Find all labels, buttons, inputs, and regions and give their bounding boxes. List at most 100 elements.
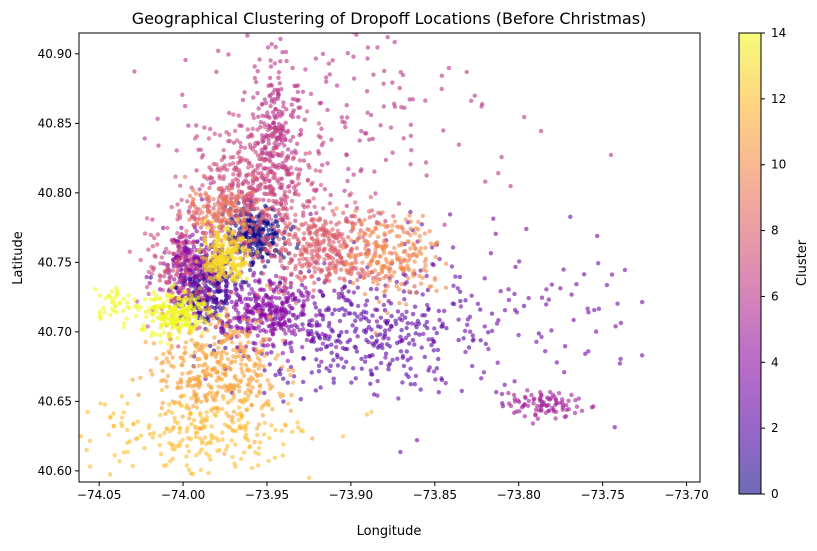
data-point-cluster-6: [393, 40, 397, 44]
data-point-cluster-4: [278, 317, 282, 321]
data-point-cluster-9: [235, 199, 239, 203]
data-point-cluster-10: [359, 221, 363, 225]
data-point-cluster-8: [295, 274, 299, 278]
data-point-cluster-14: [176, 318, 180, 322]
data-point-cluster-7: [284, 165, 288, 169]
y-tick-label: 40.85: [38, 116, 72, 130]
data-point-cluster-8: [337, 252, 341, 256]
data-point-cluster-12: [255, 433, 259, 437]
data-point-cluster-6: [408, 162, 412, 166]
data-point-cluster-8: [355, 246, 359, 250]
data-point-cluster-7: [192, 240, 196, 244]
data-point-cluster-11: [216, 351, 220, 355]
data-point-cluster-2: [273, 373, 277, 377]
data-point-cluster-12: [185, 463, 189, 467]
data-point-cluster-10: [413, 259, 417, 263]
data-point-cluster-13: [235, 248, 239, 252]
data-point-cluster-3: [432, 340, 436, 344]
data-point-cluster-7: [173, 175, 177, 179]
data-point-cluster-3: [489, 251, 493, 255]
data-point-cluster-2: [331, 329, 335, 333]
data-point-cluster-6: [398, 86, 402, 90]
data-point-cluster-14: [114, 286, 118, 290]
data-point-cluster-7: [251, 127, 255, 131]
data-point-cluster-3: [322, 261, 326, 265]
data-point-cluster-6: [409, 123, 413, 127]
data-point-cluster-6: [274, 45, 278, 49]
data-point-cluster-3: [494, 390, 498, 394]
data-point-cluster-6: [276, 88, 280, 92]
data-point-cluster-13: [231, 260, 235, 264]
data-point-cluster-12: [177, 430, 181, 434]
data-point-cluster-2: [432, 348, 436, 352]
data-point-cluster-12: [171, 457, 175, 461]
data-point-cluster-9: [217, 202, 221, 206]
data-point-cluster-14: [194, 345, 198, 349]
x-tick-label: −74.00: [161, 488, 205, 502]
data-point-cluster-14: [125, 305, 129, 309]
data-point-cluster-2: [299, 397, 303, 401]
data-point-cluster-7: [280, 151, 284, 155]
data-point-cluster-13: [232, 274, 236, 278]
data-point-cluster-9: [206, 221, 210, 225]
data-point-cluster-7: [277, 181, 281, 185]
data-point-cluster-2: [360, 367, 364, 371]
data-point-cluster-13: [248, 239, 252, 243]
data-point-cluster-8: [412, 284, 416, 288]
data-point-cluster-8: [302, 275, 306, 279]
data-point-cluster-6: [303, 67, 307, 71]
data-point-cluster-12: [341, 434, 345, 438]
data-point-cluster-2: [367, 325, 371, 329]
data-point-cluster-10: [408, 246, 412, 250]
data-point-cluster-3: [405, 280, 409, 284]
data-point-cluster-4: [273, 313, 277, 317]
data-point-cluster-10: [351, 281, 355, 285]
data-point-cluster-2: [432, 326, 436, 330]
data-point-cluster-11: [221, 339, 225, 343]
data-point-cluster-12: [85, 410, 89, 414]
data-point-cluster-12: [281, 442, 285, 446]
data-point-cluster-11: [217, 385, 221, 389]
data-point-cluster-6: [265, 110, 269, 114]
data-point-cluster-7: [312, 188, 316, 192]
data-point-cluster-4: [243, 312, 247, 316]
data-point-cluster-9: [230, 221, 234, 225]
data-point-cluster-11: [261, 337, 265, 341]
data-point-cluster-6: [260, 102, 264, 106]
data-point-cluster-9: [204, 193, 208, 197]
data-point-cluster-2: [423, 355, 427, 359]
data-point-cluster-4: [271, 342, 275, 346]
data-point-cluster-7: [231, 155, 235, 159]
data-point-cluster-12: [162, 431, 166, 435]
data-point-cluster-11: [260, 348, 264, 352]
data-point-cluster-2: [313, 301, 317, 305]
data-point-cluster-11: [218, 318, 222, 322]
data-point-cluster-2: [344, 360, 348, 364]
data-point-cluster-2: [314, 357, 318, 361]
data-point-cluster-10: [397, 301, 401, 305]
data-point-cluster-11: [176, 385, 180, 389]
data-point-cluster-6: [328, 72, 332, 76]
data-point-cluster-6: [345, 204, 349, 208]
data-point-cluster-10: [434, 241, 438, 245]
data-point-cluster-4: [289, 340, 293, 344]
data-point-cluster-7: [210, 176, 214, 180]
data-point-cluster-3: [363, 303, 367, 307]
data-point-cluster-1: [217, 305, 221, 309]
data-point-cluster-12: [258, 440, 262, 444]
data-point-cluster-6: [473, 94, 477, 98]
data-point-cluster-13: [210, 261, 214, 265]
data-point-cluster-2: [436, 357, 440, 361]
data-point-cluster-12: [195, 431, 199, 435]
data-point-cluster-7: [307, 199, 311, 203]
data-point-cluster-2: [419, 387, 423, 391]
data-point-cluster-4: [289, 346, 293, 350]
data-point-cluster-4: [297, 328, 301, 332]
data-point-cluster-7: [277, 136, 281, 140]
data-point-cluster-10: [384, 257, 388, 261]
data-point-cluster-10: [417, 274, 421, 278]
data-point-cluster-6: [320, 163, 324, 167]
data-point-cluster-7: [242, 200, 246, 204]
data-point-cluster-7: [321, 206, 325, 210]
data-point-cluster-12: [165, 426, 169, 430]
